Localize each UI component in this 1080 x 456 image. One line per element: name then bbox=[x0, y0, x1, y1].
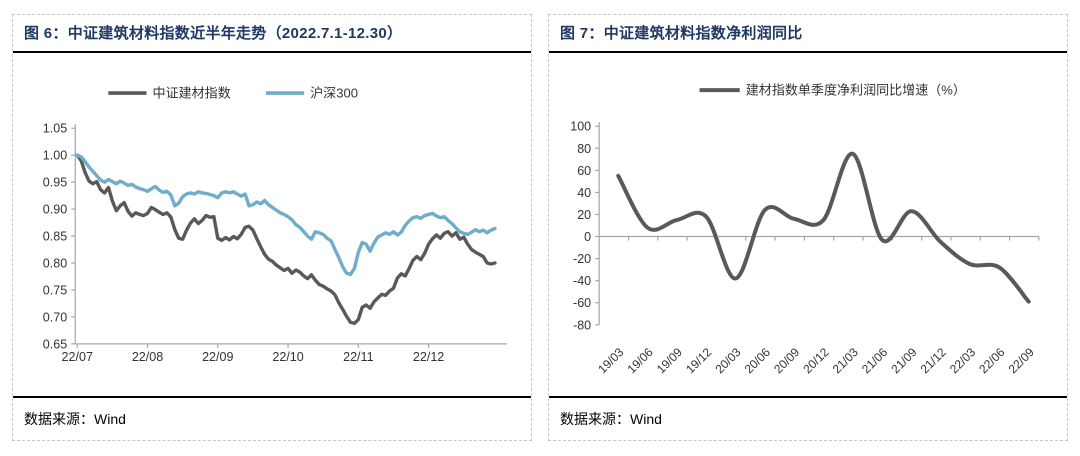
tick-label: 20/12 bbox=[800, 345, 831, 376]
tick-label: 21/12 bbox=[918, 345, 949, 376]
figure6-source: 数据来源：Wind bbox=[13, 396, 531, 440]
tick-label: 0.80 bbox=[43, 257, 67, 271]
tick-label: 21/03 bbox=[830, 345, 861, 376]
x-tick-label-group: 20/03 bbox=[712, 345, 743, 376]
x-tick-label-group: 22/03 bbox=[947, 345, 978, 376]
tick-label: 19/09 bbox=[654, 345, 685, 376]
figure6-panel: 图 6：中证建筑材料指数近半年走势（2022.7.1-12.30） 0.65 0.… bbox=[12, 14, 532, 441]
tick-label: -20 bbox=[573, 252, 591, 266]
figure7-header: 图 7：中证建筑材料指数净利润同比 bbox=[549, 15, 1067, 53]
tick-label: -80 bbox=[573, 318, 591, 332]
tick-label: 0.85 bbox=[43, 230, 67, 244]
x-tick-label-group: 21/12 bbox=[918, 345, 949, 376]
tick-label: 22/07 bbox=[62, 350, 93, 364]
index-trend-line-chart: 0.65 0.70 0.75 0.80 0.85 0.90 0.95 1.00 1.05 22/0… bbox=[43, 86, 507, 364]
figure6-header: 图 6：中证建筑材料指数近半年走势（2022.7.1-12.30） bbox=[13, 15, 531, 53]
tick-label: 21/06 bbox=[859, 345, 890, 376]
series-line-1 bbox=[75, 153, 497, 277]
x-tick-label-group: 19/12 bbox=[683, 345, 714, 376]
tick-label: 0.95 bbox=[43, 176, 67, 190]
tick-label: 22/06 bbox=[976, 345, 1007, 376]
tick-label: 100 bbox=[570, 120, 591, 134]
tick-label: 19/06 bbox=[625, 345, 656, 376]
x-tick-label-group: 20/12 bbox=[800, 345, 831, 376]
series-line-0 bbox=[616, 151, 1031, 304]
tick-label: 60 bbox=[577, 164, 591, 178]
tick-label: 22/08 bbox=[132, 350, 163, 364]
tick-label: 20/03 bbox=[712, 345, 743, 376]
tick-label: 21/09 bbox=[888, 345, 919, 376]
figure7-chart-area: 100 80 60 40 20 0 -20 -40 -60 -80 19/03 19/06 19/09 1… bbox=[549, 53, 1067, 396]
tick-label: 40 bbox=[577, 186, 591, 200]
figures-row: 图 6：中证建筑材料指数近半年走势（2022.7.1-12.30） 0.65 0.… bbox=[12, 14, 1068, 441]
tick-label: 22/09 bbox=[1006, 345, 1037, 376]
tick-label: 80 bbox=[577, 142, 591, 156]
tick-label: 20/06 bbox=[742, 345, 773, 376]
series-line-0 bbox=[75, 153, 497, 326]
figure7-source: 数据来源：Wind bbox=[549, 396, 1067, 440]
tick-label: 0.90 bbox=[43, 203, 67, 217]
x-tick-label-group: 19/03 bbox=[595, 345, 626, 376]
x-tick-label-group: 22/06 bbox=[976, 345, 1007, 376]
figure6-title: 图 6：中证建筑材料指数近半年走势（2022.7.1-12.30） bbox=[24, 25, 403, 42]
tick-label: -60 bbox=[573, 296, 591, 310]
tick-label: 22/10 bbox=[272, 350, 303, 364]
tick-label: 20 bbox=[577, 208, 591, 222]
figure6-chart-area: 0.65 0.70 0.75 0.80 0.85 0.90 0.95 1.00 1.05 22/0… bbox=[13, 53, 531, 396]
tick-label: 22/03 bbox=[947, 345, 978, 376]
figure7-panel: 图 7：中证建筑材料指数净利润同比 100 80 60 40 20 0 -20 -40 -60 -… bbox=[548, 14, 1068, 441]
tick-label: 19/03 bbox=[595, 345, 626, 376]
tick-label: 0.75 bbox=[43, 283, 67, 297]
tick-label: 0.65 bbox=[43, 337, 67, 351]
legend-label: 中证建材指数 bbox=[153, 86, 231, 101]
tick-label: 22/12 bbox=[413, 350, 444, 364]
x-tick-label-group: 21/06 bbox=[859, 345, 890, 376]
tick-label: 1.05 bbox=[43, 122, 67, 136]
tick-label: -40 bbox=[573, 274, 591, 288]
tick-label: 22/09 bbox=[202, 350, 233, 364]
legend-label: 沪深300 bbox=[310, 86, 358, 101]
x-tick-label-group: 22/09 bbox=[1006, 345, 1037, 376]
tick-label: 1.00 bbox=[43, 149, 67, 163]
figure7-title: 图 7：中证建筑材料指数净利润同比 bbox=[560, 25, 803, 42]
x-tick-label-group: 21/09 bbox=[888, 345, 919, 376]
tick-label: 0 bbox=[584, 230, 591, 244]
tick-label: 22/11 bbox=[343, 350, 373, 364]
tick-label: 20/09 bbox=[771, 345, 802, 376]
net-profit-yoy-line-chart: 100 80 60 40 20 0 -20 -40 -60 -80 19/0319/0619/091… bbox=[570, 83, 1040, 376]
x-tick-label-group: 19/09 bbox=[654, 345, 685, 376]
tick-label: 19/12 bbox=[683, 345, 714, 376]
x-tick-label-group: 20/06 bbox=[742, 345, 773, 376]
legend-label: 建材指数单季度净利润同比增速（%） bbox=[746, 83, 966, 98]
x-tick-label-group: 19/06 bbox=[625, 345, 656, 376]
x-tick-label-group: 21/03 bbox=[830, 345, 861, 376]
tick-label: 0.70 bbox=[43, 310, 67, 324]
x-tick-label-group: 20/09 bbox=[771, 345, 802, 376]
